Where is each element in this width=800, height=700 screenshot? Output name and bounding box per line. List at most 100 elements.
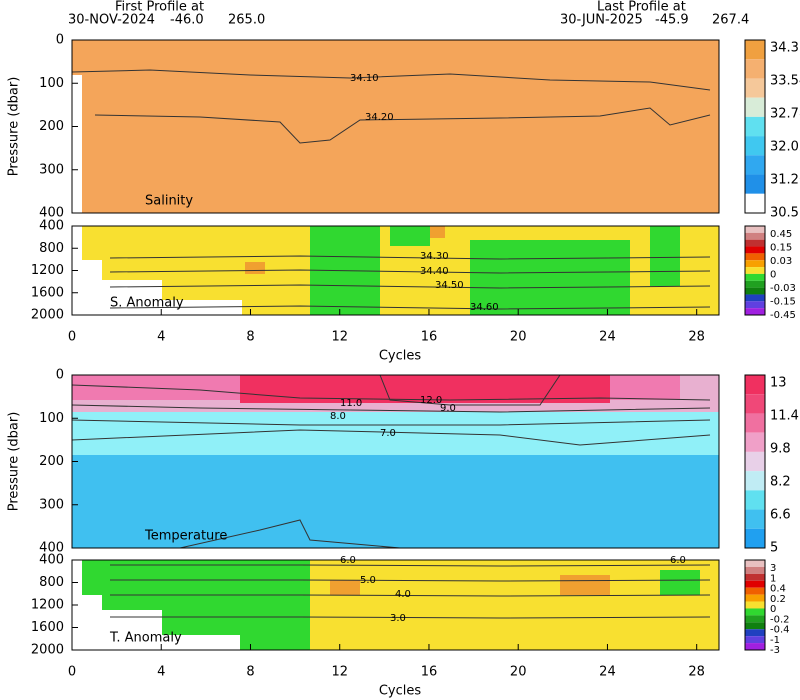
contour-label: 11.0 bbox=[340, 398, 362, 409]
colorbar-cell bbox=[745, 239, 765, 247]
colorbar-label: 0.45 bbox=[770, 229, 792, 240]
colorbar-cell bbox=[745, 267, 765, 274]
contour-label: 34.50 bbox=[435, 280, 464, 291]
colorbar-frame bbox=[744, 39, 766, 214]
contour-label: 34.40 bbox=[420, 266, 449, 277]
colorbar-cell bbox=[745, 246, 765, 254]
header-label: First Profile at bbox=[115, 0, 204, 15]
panel-label: S. Anomaly bbox=[110, 296, 184, 311]
x-tick-label: 24 bbox=[599, 330, 616, 345]
x-axis-label: Cycles bbox=[379, 684, 422, 699]
colorbar-label: -3 bbox=[770, 645, 780, 656]
colorbar-label: 13 bbox=[770, 376, 787, 391]
contour-line bbox=[109, 305, 711, 310]
field-cell bbox=[560, 575, 610, 595]
y-tick-label: 1200 bbox=[31, 598, 64, 613]
colorbar-cell bbox=[745, 490, 765, 510]
colorbar-cell bbox=[745, 560, 765, 567]
colorbar-label: 33.54 bbox=[770, 74, 800, 89]
contour-label: 8.0 bbox=[330, 411, 346, 422]
contour-label: 9.0 bbox=[440, 403, 456, 414]
panel-label: T. Anomaly bbox=[109, 631, 182, 646]
colorbar-cell bbox=[745, 509, 765, 529]
contour-line bbox=[110, 579, 711, 582]
header-lon: 265.0 bbox=[228, 13, 265, 28]
y-tick-label: 200 bbox=[39, 454, 64, 469]
colorbar-cell bbox=[745, 413, 765, 433]
field-cell bbox=[390, 226, 430, 246]
contour-line bbox=[110, 564, 711, 567]
field-cell bbox=[162, 635, 240, 650]
colorbar-cell bbox=[745, 580, 765, 588]
colorbar-cell bbox=[745, 629, 765, 637]
y-axis-label: Pressure (dbar) bbox=[7, 77, 22, 177]
colorbar-label: 31.26 bbox=[770, 173, 800, 188]
contour-line bbox=[109, 255, 711, 260]
colorbar-label: -0.03 bbox=[770, 283, 796, 294]
colorbar-cell bbox=[745, 280, 765, 288]
x-tick-label: 0 bbox=[68, 330, 76, 345]
field-cell bbox=[330, 580, 360, 595]
y-tick-label: 200 bbox=[39, 119, 64, 134]
field-cell bbox=[82, 260, 102, 315]
colorbar-cell bbox=[745, 451, 765, 472]
colorbar-label: -1 bbox=[770, 635, 780, 646]
colorbar-cell bbox=[745, 432, 765, 452]
header-lat: -45.9 bbox=[655, 13, 689, 28]
field-cell bbox=[310, 560, 719, 650]
field-cell bbox=[245, 262, 265, 274]
field-cell bbox=[680, 375, 719, 410]
colorbar-label: 0.15 bbox=[770, 243, 792, 254]
colorbar-cell bbox=[745, 97, 765, 117]
field-cell bbox=[660, 570, 700, 595]
colorbar-frame bbox=[744, 225, 766, 316]
y-tick-label: 2000 bbox=[31, 308, 64, 323]
colorbar-label: 5 bbox=[770, 541, 778, 556]
x-tick-label: 20 bbox=[510, 665, 527, 680]
contour-line bbox=[71, 404, 711, 413]
header-date: 30-NOV-2024 bbox=[68, 13, 155, 28]
contour-line bbox=[379, 374, 561, 406]
colorbar-cell bbox=[745, 174, 765, 194]
y-tick-label: 0 bbox=[56, 368, 64, 383]
y-tick-label: 800 bbox=[39, 575, 64, 590]
colorbar-cell bbox=[745, 253, 765, 261]
x-tick-label: 20 bbox=[510, 330, 527, 345]
y-tick-label: 2000 bbox=[31, 643, 64, 658]
field-cell bbox=[72, 40, 719, 213]
y-tick-label: 400 bbox=[39, 206, 64, 221]
colorbar-cell bbox=[745, 601, 765, 609]
contour-line bbox=[109, 284, 711, 289]
colorbar-cell bbox=[745, 643, 765, 650]
contour-line bbox=[94, 107, 711, 144]
colorbar-cell bbox=[745, 155, 765, 175]
colorbar-cell bbox=[745, 608, 765, 616]
header-lat: -46.0 bbox=[170, 13, 204, 28]
colorbar-label: 30.5 bbox=[770, 206, 799, 221]
contour-line bbox=[110, 594, 711, 597]
colorbar-cell bbox=[745, 193, 765, 213]
colorbar-cell bbox=[745, 260, 765, 268]
colorbar-cell bbox=[745, 287, 765, 295]
y-tick-label: 400 bbox=[39, 219, 64, 234]
colorbar-cell bbox=[745, 308, 765, 315]
colorbar-cell bbox=[745, 136, 765, 156]
colorbar-cell bbox=[745, 594, 765, 602]
x-tick-label: 12 bbox=[331, 330, 348, 345]
y-tick-label: 100 bbox=[39, 411, 64, 426]
colorbar-cell bbox=[745, 394, 765, 414]
x-tick-label: 16 bbox=[421, 665, 438, 680]
colorbar-label: -0.15 bbox=[770, 297, 796, 308]
colorbar-cell bbox=[745, 636, 765, 644]
contour-line bbox=[110, 616, 711, 619]
x-tick-label: 4 bbox=[157, 665, 165, 680]
y-axis-label: Pressure (dbar) bbox=[7, 412, 22, 512]
colorbar-cell bbox=[745, 471, 765, 491]
field-cell bbox=[470, 240, 630, 315]
contour-label: 34.20 bbox=[365, 112, 394, 123]
colorbar-label: 32.02 bbox=[770, 140, 800, 155]
contour-label: 6.0 bbox=[670, 555, 686, 566]
colorbar-cell bbox=[745, 273, 765, 281]
contour-label: 5.0 bbox=[360, 575, 376, 586]
